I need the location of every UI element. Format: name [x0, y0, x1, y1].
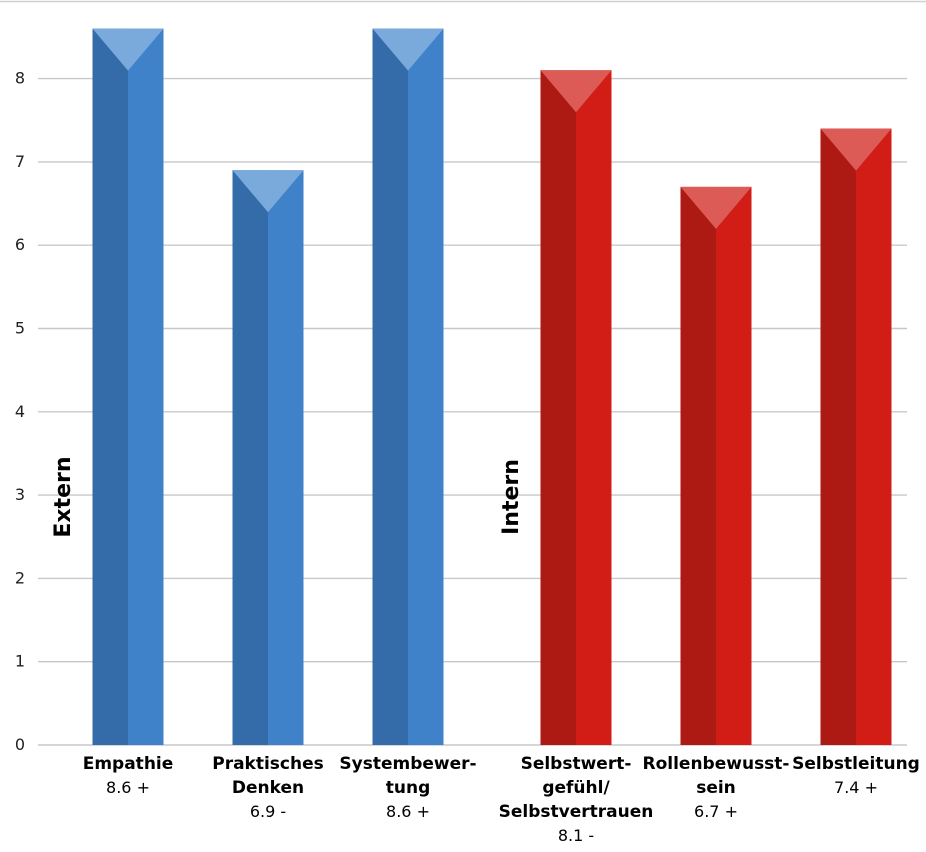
group-labels: Extern Intern: [51, 456, 524, 537]
y-tick-label: 3: [15, 485, 25, 504]
bar-right-face: [268, 170, 304, 746]
category-label: gefühl/: [542, 778, 610, 798]
bar-right-face: [716, 186, 752, 745]
value-label: 8.1 -: [558, 826, 594, 845]
bar-left-face: [372, 28, 408, 746]
bar-left-face: [540, 70, 576, 745]
bar-left-face: [92, 28, 128, 746]
category-label: tung: [386, 778, 431, 798]
category-label: Denken: [232, 778, 304, 798]
bar-left-face: [820, 128, 856, 745]
value-label: 8.6 +: [386, 802, 430, 821]
bar-cap: [232, 170, 304, 213]
category-label: Selbstleitung: [792, 754, 920, 774]
bar: [540, 70, 612, 745]
bars: [92, 28, 892, 746]
bar: [92, 28, 164, 746]
y-tick-label: 7: [15, 152, 25, 171]
y-tick-label: 8: [15, 69, 25, 88]
category-label: Systembewer-: [339, 754, 476, 774]
bar: [232, 170, 304, 746]
category-label: Empathie: [83, 754, 174, 774]
y-tick-label: 1: [15, 652, 25, 671]
value-label: 8.6 +: [106, 778, 150, 797]
y-tick-label: 6: [15, 235, 25, 254]
bar-right-face: [408, 28, 444, 746]
value-label: 6.7 +: [694, 802, 738, 821]
bar-right-face: [856, 128, 892, 745]
bar-cap: [820, 128, 892, 171]
bar-left-face: [680, 186, 716, 745]
bar-cap: [680, 186, 752, 229]
y-axis-ticks: 0 1 2 3 4 5 6 7 8: [15, 69, 25, 754]
y-tick-label: 2: [15, 568, 25, 587]
bar-right-face: [128, 28, 164, 746]
category-label: sein: [696, 778, 736, 798]
bar: [372, 28, 444, 746]
bar-cap: [540, 70, 612, 113]
category-label: Selbstvertrauen: [499, 802, 654, 822]
bar-left-face: [232, 170, 268, 746]
value-label: 7.4 +: [834, 778, 878, 797]
gridlines: [38, 77, 907, 746]
bar: [820, 128, 892, 745]
category-label: Rollenbewusst-: [643, 754, 790, 774]
bar: [680, 186, 752, 745]
value-label: 6.9 -: [250, 802, 286, 821]
y-tick-label: 4: [15, 402, 25, 421]
x-axis-labels: Empathie 8.6 + Praktisches Denken 6.9 - Syste…: [83, 754, 920, 845]
bar-cap: [372, 28, 444, 71]
bar-cap: [92, 28, 164, 71]
group-label: Intern: [499, 459, 524, 535]
y-tick-label: 5: [15, 319, 25, 338]
y-tick-label: 0: [15, 735, 25, 754]
category-label: Selbstwert-: [521, 754, 632, 774]
bar-right-face: [576, 70, 612, 745]
category-label: Praktisches: [212, 754, 324, 774]
group-label: Extern: [51, 456, 76, 537]
